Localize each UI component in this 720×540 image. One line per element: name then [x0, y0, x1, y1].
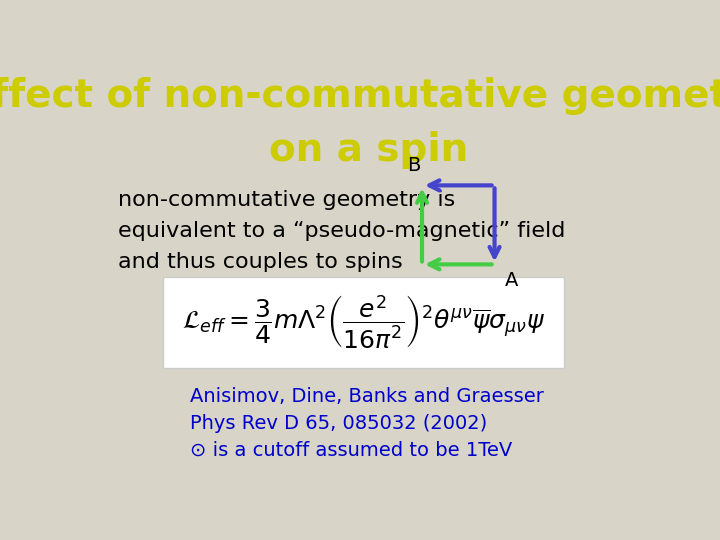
Text: A: A	[505, 271, 518, 289]
Text: ⊙ is a cutoff assumed to be 1TeV: ⊙ is a cutoff assumed to be 1TeV	[190, 441, 513, 460]
Text: on a spin: on a spin	[269, 131, 469, 170]
Text: $\mathcal{L}_{eff} = \dfrac{3}{4}m\Lambda^2\left(\dfrac{e^2}{16\pi^2}\right)^2 \: $\mathcal{L}_{eff} = \dfrac{3}{4}m\Lambd…	[182, 294, 545, 351]
Text: B: B	[407, 156, 420, 175]
Text: and thus couples to spins: and thus couples to spins	[118, 252, 402, 272]
Text: Anisimov, Dine, Banks and Graesser: Anisimov, Dine, Banks and Graesser	[190, 387, 544, 406]
Text: non-commutative geometry is: non-commutative geometry is	[118, 190, 455, 210]
Text: effect of non-commutative geometry: effect of non-commutative geometry	[0, 77, 720, 115]
Text: Phys Rev D 65, 085032 (2002): Phys Rev D 65, 085032 (2002)	[190, 414, 487, 433]
Text: equivalent to a “pseudo-magnetic” field: equivalent to a “pseudo-magnetic” field	[118, 221, 565, 241]
FancyBboxPatch shape	[163, 277, 564, 368]
